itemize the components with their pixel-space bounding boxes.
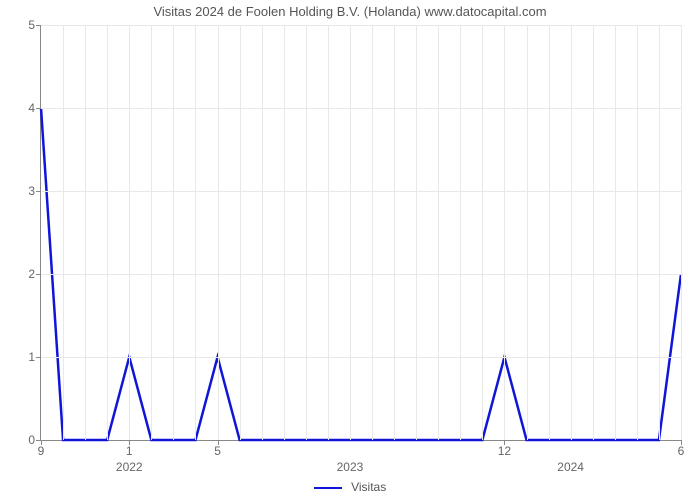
y-tick-label: 2: [28, 267, 35, 281]
grid-line-v: [350, 25, 351, 440]
y-tick-mark: [36, 108, 41, 109]
grid-line-v: [593, 25, 594, 440]
x-tick-label: 12: [498, 444, 511, 458]
x-tick-label: 9: [38, 444, 45, 458]
legend-label: Visitas: [351, 480, 386, 494]
grid-line-v: [218, 25, 219, 440]
grid-line-v: [416, 25, 417, 440]
x-tick-label: 1: [126, 444, 133, 458]
grid-line-v: [85, 25, 86, 440]
y-tick-mark: [36, 25, 41, 26]
chart-title: Visitas 2024 de Foolen Holding B.V. (Hol…: [0, 4, 700, 19]
grid-line-v: [659, 25, 660, 440]
grid-line-v: [681, 25, 682, 440]
grid-line-v: [571, 25, 572, 440]
grid-line-v: [328, 25, 329, 440]
grid-line-v: [129, 25, 130, 440]
y-tick-mark: [36, 274, 41, 275]
grid-line-v: [284, 25, 285, 440]
data-line: [41, 25, 681, 440]
grid-line-v: [527, 25, 528, 440]
visits-chart: Visitas 2024 de Foolen Holding B.V. (Hol…: [0, 0, 700, 500]
x-tick-label: 6: [678, 444, 685, 458]
grid-line-v: [151, 25, 152, 440]
grid-line-v: [438, 25, 439, 440]
legend-swatch: [314, 487, 342, 489]
grid-line-v: [504, 25, 505, 440]
y-tick-label: 1: [28, 350, 35, 364]
grid-line-v: [195, 25, 196, 440]
y-tick-mark: [36, 357, 41, 358]
grid-line-v: [482, 25, 483, 440]
grid-line-v: [394, 25, 395, 440]
grid-line-v: [240, 25, 241, 440]
x-tick-label: 5: [214, 444, 221, 458]
y-tick-mark: [36, 191, 41, 192]
y-tick-label: 3: [28, 184, 35, 198]
grid-line-h: [41, 191, 681, 192]
grid-line-v: [107, 25, 108, 440]
grid-line-v: [615, 25, 616, 440]
y-tick-label: 4: [28, 101, 35, 115]
grid-line-v: [173, 25, 174, 440]
grid-line-v: [306, 25, 307, 440]
grid-line-h: [41, 108, 681, 109]
x-group-label: 2024: [557, 460, 584, 474]
y-tick-label: 0: [28, 433, 35, 447]
grid-line-h: [41, 357, 681, 358]
grid-line-v: [262, 25, 263, 440]
plot-area: 012345915126202220232024: [40, 25, 681, 441]
x-group-label: 2022: [116, 460, 143, 474]
grid-line-v: [372, 25, 373, 440]
grid-line-v: [549, 25, 550, 440]
grid-line-h: [41, 25, 681, 26]
grid-line-v: [637, 25, 638, 440]
grid-line-h: [41, 274, 681, 275]
x-group-label: 2023: [337, 460, 364, 474]
grid-line-v: [460, 25, 461, 440]
grid-line-v: [63, 25, 64, 440]
legend: Visitas: [0, 480, 700, 494]
y-tick-label: 5: [28, 18, 35, 32]
